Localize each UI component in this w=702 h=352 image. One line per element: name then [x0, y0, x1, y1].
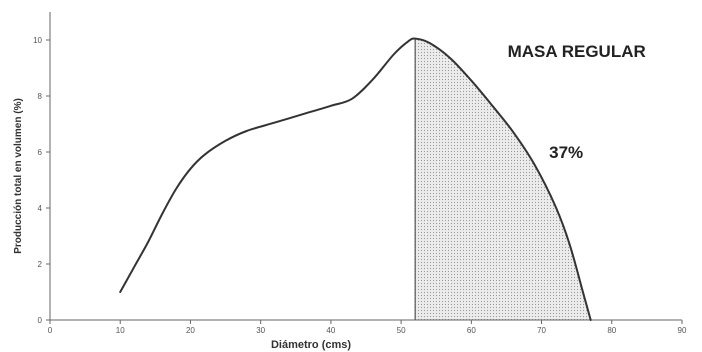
y-tick-label: 10 [33, 36, 42, 45]
y-tick-label: 0 [38, 316, 43, 325]
x-axis-title: Diámetro (cms) [271, 339, 351, 351]
x-tick-label: 0 [48, 326, 53, 335]
annotation-masa-regular: MASA REGULAR [508, 42, 646, 61]
series-line [119, 37, 592, 321]
y-ticks: 0 2 4 6 8 10 [33, 36, 50, 325]
y-tick-label: 4 [38, 204, 43, 213]
y-axis-title: Producción total en volumen (%) [13, 98, 24, 254]
x-tick-label: 10 [116, 326, 125, 335]
x-tick-label: 20 [186, 326, 195, 335]
annotation-percentage: 37% [549, 143, 583, 162]
x-tick-label: 40 [326, 326, 335, 335]
x-tick-label: 60 [467, 326, 476, 335]
x-tick-label: 80 [607, 326, 616, 335]
x-tick-label: 90 [678, 326, 687, 335]
x-tick-label: 50 [397, 326, 406, 335]
y-tick-label: 2 [38, 260, 43, 269]
y-tick-label: 8 [38, 92, 43, 101]
y-tick-label: 6 [38, 148, 43, 157]
x-ticks: 0 10 20 30 40 50 60 70 80 90 [48, 320, 687, 335]
shaded-region [415, 38, 591, 320]
x-tick-label: 30 [256, 326, 265, 335]
x-tick-label: 70 [537, 326, 546, 335]
